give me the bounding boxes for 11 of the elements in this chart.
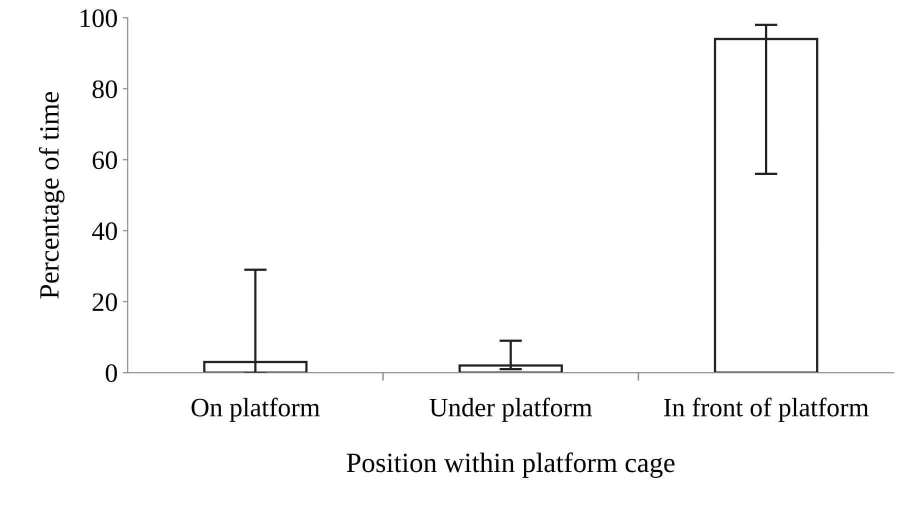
x-tick-label: On platform [192, 398, 320, 422]
y-axis-title: Percentage of time [38, 92, 64, 299]
y-tick-label: 0 [106, 364, 117, 382]
x-tick-label: Under platform [430, 398, 592, 422]
y-tick-label: 80 [92, 80, 117, 98]
y-tick-label: 60 [92, 151, 117, 170]
x-axis-title: Position within platform cage [346, 452, 674, 478]
x-tick-label: In front of platform [664, 398, 869, 422]
y-tick-label: 100 [80, 9, 117, 28]
y-tick-label: 40 [92, 222, 117, 240]
y-tick-label: 20 [92, 293, 117, 312]
